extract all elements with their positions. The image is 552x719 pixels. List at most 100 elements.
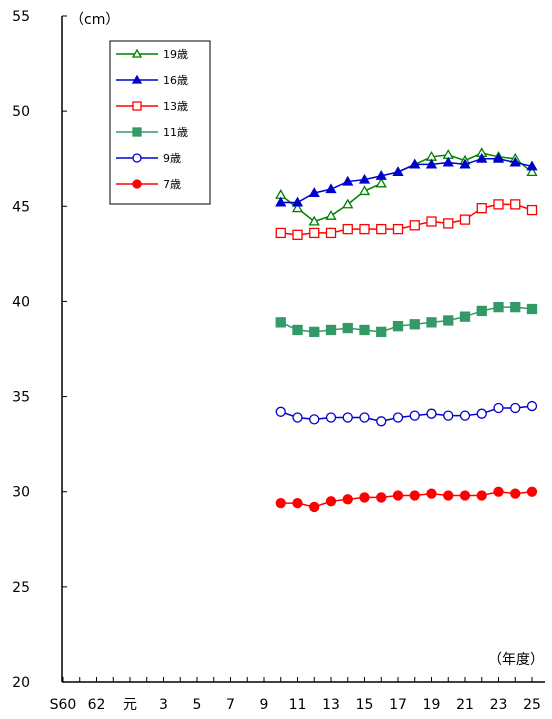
data-point <box>292 229 303 240</box>
x-tick-label: 17 <box>389 697 407 713</box>
x-tick-label: 23 <box>490 697 508 713</box>
data-point <box>309 227 320 239</box>
data-point <box>443 218 454 229</box>
x-tick-label: 21 <box>456 697 474 713</box>
data-point <box>375 177 387 188</box>
x-tick-label: 元 <box>123 697 137 713</box>
data-point <box>376 326 387 338</box>
data-point <box>132 179 142 189</box>
legend-label: 13歳 <box>163 100 188 113</box>
data-point <box>358 173 371 184</box>
series-19歳 <box>275 177 387 226</box>
data-point <box>492 152 505 163</box>
data-point <box>459 311 471 322</box>
data-point <box>132 101 142 111</box>
x-tick-label: 5 <box>193 697 202 713</box>
data-point <box>325 412 337 423</box>
data-point <box>526 303 538 315</box>
data-point <box>459 410 471 421</box>
y-tick-label: 55 <box>12 9 30 25</box>
series-16歳 <box>275 152 538 207</box>
data-point <box>376 223 387 235</box>
data-point <box>459 158 471 169</box>
data-point <box>493 486 504 497</box>
data-point <box>443 315 454 326</box>
data-point <box>275 227 286 239</box>
data-point <box>509 156 521 167</box>
x-tick-label: 3 <box>159 697 168 713</box>
data-point <box>493 199 504 210</box>
y-tick-label: 40 <box>12 294 30 310</box>
data-point <box>426 488 437 499</box>
data-point <box>359 492 370 503</box>
data-point <box>510 301 521 313</box>
series-line <box>280 405 533 423</box>
data-point <box>526 486 538 497</box>
y-tick-label: 25 <box>12 580 30 596</box>
data-point <box>526 400 538 412</box>
data-point <box>443 410 454 421</box>
data-point <box>131 74 143 84</box>
data-point <box>275 317 286 328</box>
x-unit-label: （年度） <box>488 652 544 668</box>
legend-label: 11歳 <box>163 126 188 139</box>
data-point <box>309 501 320 513</box>
data-point <box>291 202 304 213</box>
data-point <box>392 321 404 332</box>
y-tick-label: 20 <box>12 675 30 691</box>
data-point <box>526 166 538 177</box>
data-point <box>510 199 521 210</box>
data-point <box>131 48 143 58</box>
y-unit-label: （cm） <box>70 12 119 28</box>
series-7歳 <box>275 486 538 513</box>
data-point <box>376 416 387 427</box>
data-point <box>325 209 337 220</box>
data-point <box>342 322 353 334</box>
series-13歳 <box>275 199 538 240</box>
x-tick-label: 9 <box>260 697 269 713</box>
data-point <box>292 412 303 423</box>
legend: 19歳 16歳 13歳 11歳 9歳 7歳 <box>109 40 211 205</box>
series-line <box>280 490 533 508</box>
data-point <box>476 152 488 163</box>
data-point <box>526 160 538 171</box>
data-point <box>426 317 437 328</box>
x-tick-label: 13 <box>322 697 340 713</box>
x-tick-label: 25 <box>523 697 541 713</box>
data-point <box>409 220 420 231</box>
legend-label: 19歳 <box>163 48 188 61</box>
data-point <box>409 158 421 169</box>
series-9歳 <box>275 400 538 427</box>
data-point <box>510 488 521 499</box>
data-point <box>409 490 420 501</box>
data-point <box>132 153 142 163</box>
series-line <box>280 306 533 333</box>
data-point <box>409 319 420 330</box>
data-point <box>309 326 320 338</box>
data-point <box>342 175 354 186</box>
data-point <box>342 223 353 235</box>
data-point <box>359 223 370 235</box>
series-line <box>280 203 533 236</box>
data-point <box>392 166 404 177</box>
x-tick-label: 7 <box>226 697 235 713</box>
data-point <box>308 215 320 226</box>
data-point <box>443 490 454 501</box>
data-point <box>375 170 387 180</box>
data-point <box>409 410 420 421</box>
y-tick-label: 45 <box>12 199 30 215</box>
data-point <box>476 203 487 214</box>
data-point <box>426 216 437 227</box>
data-point <box>425 158 438 169</box>
data-point <box>325 183 337 194</box>
data-point <box>376 492 387 503</box>
data-point <box>292 324 303 336</box>
y-tick-label: 50 <box>12 104 30 120</box>
legend-label: 7歳 <box>163 178 181 191</box>
data-point <box>493 301 504 313</box>
data-point <box>510 402 521 414</box>
data-point <box>392 490 404 501</box>
x-tick-label: 11 <box>289 697 307 713</box>
data-point <box>358 185 371 196</box>
